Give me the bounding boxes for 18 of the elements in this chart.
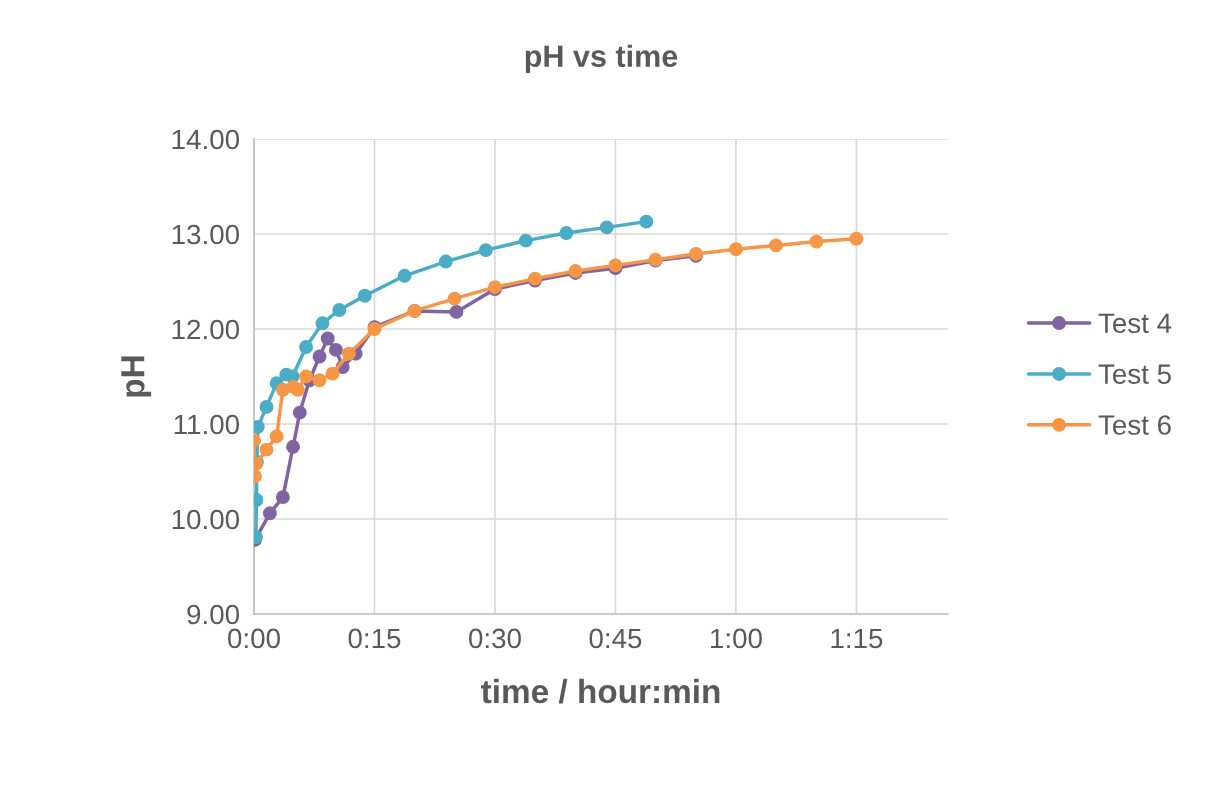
y-axis-title: pH bbox=[121, 356, 152, 397]
x-tick-label: 1:15 bbox=[831, 628, 883, 649]
chart-title: pH vs time bbox=[525, 44, 678, 74]
x-tick-label: 0:30 bbox=[469, 628, 521, 649]
legend-label: Test 4 bbox=[1098, 313, 1172, 334]
y-tick-label: 10.00 bbox=[172, 509, 240, 530]
legend-label: Test 6 bbox=[1098, 415, 1171, 435]
y-tick-label: 13.00 bbox=[172, 224, 240, 245]
y-tick-label: 9.00 bbox=[187, 604, 240, 625]
x-tick-label: 0:00 bbox=[228, 628, 280, 649]
x-axis-title: time / hour:min bbox=[481, 678, 720, 704]
y-tick-label: 14.00 bbox=[172, 129, 240, 150]
x-tick-label: 0:15 bbox=[348, 628, 401, 649]
y-tick-label: 12.00 bbox=[172, 319, 240, 340]
legend-label: Test 5 bbox=[1098, 364, 1171, 384]
x-tick-label: 0:45 bbox=[589, 628, 642, 649]
y-tick-label: 11.00 bbox=[174, 414, 240, 435]
x-tick-label: 1:00 bbox=[711, 628, 762, 649]
